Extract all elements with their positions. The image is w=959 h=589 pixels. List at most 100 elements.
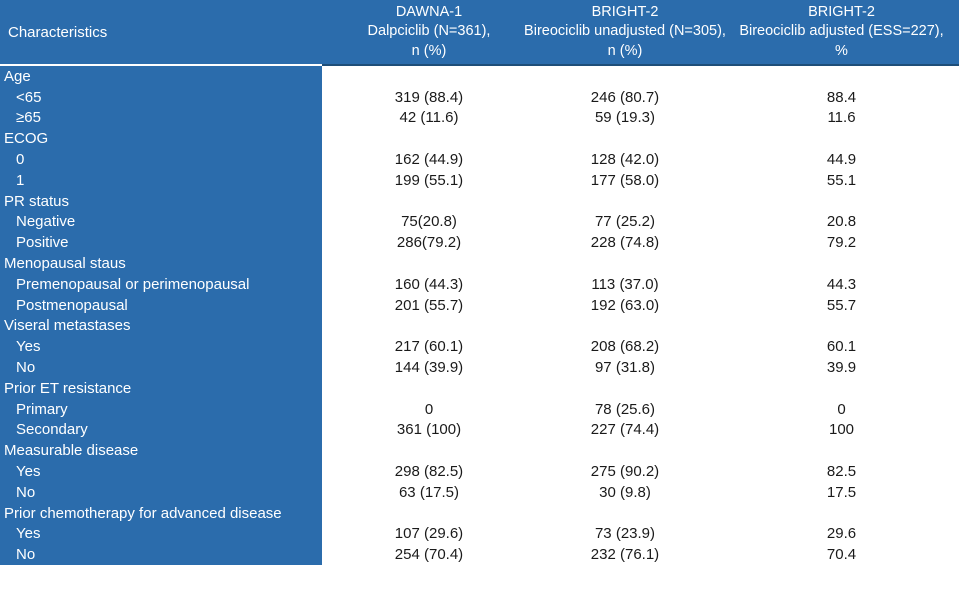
table-row: 1 199 (55.1) 177 (58.0) 55.1 [0,169,959,191]
row-value: 201 (55.7) [394,296,464,314]
row-value: 97 (31.8) [594,359,656,377]
row-value: 113 (37.0) [591,275,659,293]
row-value: 199 (55.1) [394,171,464,189]
row-value: 44.3 [826,275,857,293]
table-category-row: Prior chemotherapy for advanced disease [0,502,959,524]
table-category-row: ECOG [0,128,959,150]
row-label: Postmenopausal [0,294,322,316]
row-value: 275 (90.2) [590,463,660,481]
column-header-bright2-adjusted: BRIGHT-2 Bireociclib adjusted (ESS=227),… [714,0,959,64]
row-value: 286(79.2) [396,234,462,252]
row-value: 60.1 [826,338,857,356]
row-value: 128 (42.0) [590,151,660,169]
row-label: ECOG [0,128,322,150]
row-label: Age [0,66,322,87]
row-value: 361 (100) [396,421,462,439]
table-row: Secondary 361 (100) 227 (74.4) 100 [0,419,959,441]
unit-label: n (%) [411,42,447,59]
row-label: Menopausal staus [0,253,322,274]
row-value: 79.2 [826,234,857,252]
row-value [322,191,536,212]
row-value [322,66,536,87]
row-value: 75(20.8) [401,213,457,231]
row-value: 63 (17.5) [398,483,460,501]
row-value: 0 [424,400,434,418]
row-value: 177 (58.0) [590,171,660,189]
row-value: 254 (70.4) [394,546,464,564]
row-label: <65 [0,86,322,108]
row-value [536,253,714,274]
characteristics-header: Characteristics [8,23,108,41]
table-row: Premenopausal or perimenopausal 160 (44.3… [0,273,959,295]
row-label: 1 [0,169,322,191]
table-category-row: Prior ET resistance [0,377,959,399]
row-value: 55.7 [826,296,857,314]
row-value: 11.6 [827,109,856,127]
table-body: Age <65 319 (88.4) 246 (80.7) 88.4 ≥65 42 (11.… [0,66,959,566]
table-row: Yes 217 (60.1) 208 (68.2) 60.1 [0,336,959,358]
unit-label: % [835,42,848,59]
study-name: BRIGHT-2 [591,3,659,20]
row-value: 319 (88.4) [394,88,464,106]
row-value [322,316,536,337]
row-value: 100 [828,421,855,439]
row-value: 192 (63.0) [590,296,660,314]
row-label: Primary [0,398,322,420]
table-row: Primary 0 78 (25.6) 0 [0,398,959,420]
row-label: Viseral metastases [0,315,322,337]
row-value [536,503,714,524]
table-category-row: PR status [0,190,959,212]
row-value [714,378,959,399]
row-value: 30 (9.8) [599,483,651,501]
row-value [322,503,536,524]
row-value [714,128,959,149]
study-name: DAWNA-1 [395,3,463,20]
row-value: 20.8 [826,213,857,231]
row-value: 42 (11.6) [399,109,459,127]
study-name: BRIGHT-2 [808,3,875,20]
table-row: <65 319 (88.4) 246 (80.7) 88.4 [0,86,959,108]
row-value: 78 (25.6) [594,400,656,418]
row-value [322,253,536,274]
row-label: PR status [0,190,322,212]
row-value: 107 (29.6) [394,525,464,543]
row-value: 227 (74.4) [590,421,660,439]
row-value [714,253,959,274]
row-value: 17.5 [826,483,857,501]
row-value: 82.5 [826,463,857,481]
row-label: No [0,544,322,566]
row-value: 160 (44.3) [394,275,464,293]
row-value [536,378,714,399]
row-value: 29.6 [826,525,857,543]
row-value [714,440,959,461]
row-value [536,191,714,212]
row-value: 246 (80.7) [590,88,660,106]
row-label: Positive [0,232,322,254]
unit-label: n (%) [607,42,643,59]
row-value: 70.4 [826,546,857,564]
row-value: 144 (39.9) [394,359,464,377]
row-label: Premenopausal or perimenopausal [0,273,322,295]
table-row: Yes 298 (82.5) 275 (90.2) 82.5 [0,461,959,482]
table-row: No 63 (17.5) 30 (9.8) 17.5 [0,481,959,503]
table-row: No 144 (39.9) 97 (31.8) 39.9 [0,357,959,378]
row-value: 44.9 [826,151,857,169]
row-label: No [0,481,322,503]
row-value [536,66,714,87]
row-value [536,316,714,337]
table-header: Characteristics DAWNA-1 Dalpciclib (N=36… [0,0,959,64]
row-label: Yes [0,523,322,545]
row-value [322,440,536,461]
row-label: Measurable disease [0,440,322,462]
table-category-row: Menopausal staus [0,253,959,274]
row-label: Yes [0,336,322,358]
row-value [322,378,536,399]
row-value: 232 (76.1) [590,546,660,564]
row-value: 208 (68.2) [590,338,660,356]
table-category-row: Viseral metastases [0,315,959,337]
row-label: No [0,357,322,378]
row-label: Yes [0,461,322,482]
row-value: 77 (25.2) [594,213,656,231]
table-row: Negative 75(20.8) 77 (25.2) 20.8 [0,211,959,233]
row-value [714,191,959,212]
